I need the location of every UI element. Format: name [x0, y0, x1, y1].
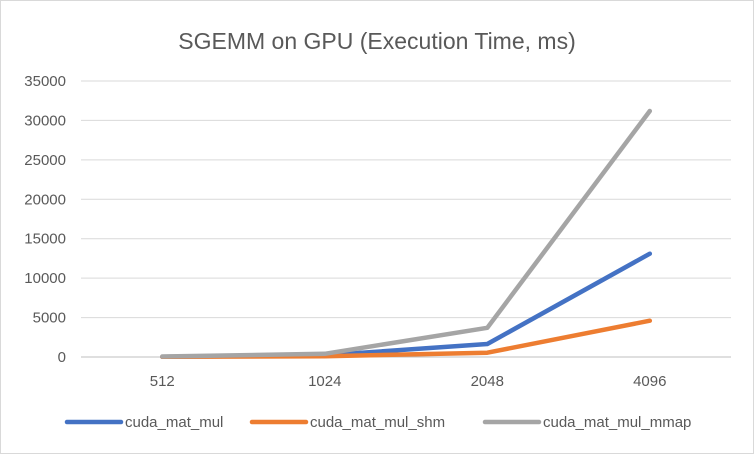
y-tick-label: 25000 — [24, 152, 66, 169]
x-axis: 512 1024 2048 4096 — [150, 373, 667, 390]
gridlines — [81, 80, 731, 358]
x-tick-label: 2048 — [471, 373, 504, 390]
y-tick-label: 20000 — [24, 191, 66, 208]
chart-title: SGEMM on GPU (Execution Time, ms) — [178, 28, 575, 54]
y-tick-label: 10000 — [24, 270, 66, 287]
legend-label: cuda_mat_mul — [125, 414, 223, 431]
y-tick-label: 15000 — [24, 231, 66, 248]
legend-label: cuda_mat_mul_mmap — [543, 414, 691, 431]
y-tick-label: 0 — [58, 349, 66, 366]
y-tick-label: 30000 — [24, 112, 66, 129]
y-tick-label: 35000 — [24, 73, 66, 90]
series-lines — [160, 108, 653, 360]
x-tick-label: 1024 — [308, 373, 341, 390]
legend: cuda_mat_mul cuda_mat_mul_shm cuda_mat_mul… — [64, 414, 691, 431]
x-tick-label: 4096 — [633, 373, 666, 390]
y-axis: 0 5000 10000 15000 20000 25000 30000 35000 — [24, 73, 66, 366]
x-tick-label: 512 — [150, 373, 175, 390]
legend-label: cuda_mat_mul_shm — [310, 414, 445, 431]
series-line-cuda-mat-mul-mmap — [160, 108, 653, 359]
y-tick-label: 5000 — [33, 310, 66, 327]
